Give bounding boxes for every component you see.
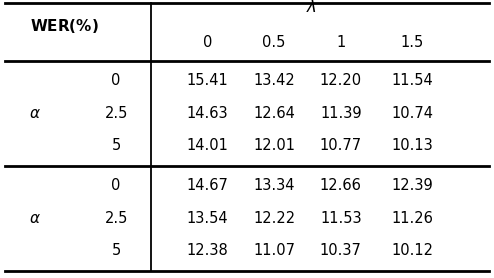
Text: 11.53: 11.53 (320, 210, 362, 225)
Text: 10.37: 10.37 (320, 243, 362, 258)
Text: 12.20: 12.20 (320, 73, 362, 88)
Text: 0: 0 (112, 73, 121, 88)
Text: 0.5: 0.5 (262, 35, 286, 50)
Text: 12.39: 12.39 (392, 178, 433, 193)
Text: 0: 0 (112, 178, 121, 193)
Text: 14.63: 14.63 (187, 106, 228, 121)
Text: 13.34: 13.34 (253, 178, 295, 193)
Text: 2.5: 2.5 (104, 106, 128, 121)
Text: $\alpha$: $\alpha$ (29, 210, 41, 225)
Text: 11.07: 11.07 (253, 243, 295, 258)
Text: 10.12: 10.12 (391, 243, 434, 258)
Text: 5: 5 (112, 243, 121, 258)
Text: 12.22: 12.22 (253, 210, 295, 225)
Text: 1.5: 1.5 (401, 35, 424, 50)
Text: 15.41: 15.41 (187, 73, 228, 88)
Text: 5: 5 (112, 138, 121, 153)
Text: 10.13: 10.13 (392, 138, 433, 153)
Text: 11.39: 11.39 (320, 106, 362, 121)
Text: 10.74: 10.74 (391, 106, 434, 121)
Text: $\mathbf{WER(\%)}$: $\mathbf{WER(\%)}$ (30, 17, 99, 35)
Text: 13.54: 13.54 (187, 210, 228, 225)
Text: 12.38: 12.38 (187, 243, 228, 258)
Text: 11.54: 11.54 (392, 73, 433, 88)
Text: 2.5: 2.5 (104, 210, 128, 225)
Text: 10.77: 10.77 (320, 138, 362, 153)
Text: 13.42: 13.42 (253, 73, 295, 88)
Text: 12.66: 12.66 (320, 178, 362, 193)
Text: 12.01: 12.01 (253, 138, 295, 153)
Text: 12.64: 12.64 (253, 106, 295, 121)
Text: 0: 0 (203, 35, 212, 50)
Text: 11.26: 11.26 (392, 210, 433, 225)
Text: 1: 1 (336, 35, 345, 50)
Text: $\alpha$: $\alpha$ (29, 106, 41, 121)
Text: $\lambda$: $\lambda$ (306, 0, 317, 16)
Text: 14.01: 14.01 (187, 138, 228, 153)
Text: 14.67: 14.67 (187, 178, 228, 193)
